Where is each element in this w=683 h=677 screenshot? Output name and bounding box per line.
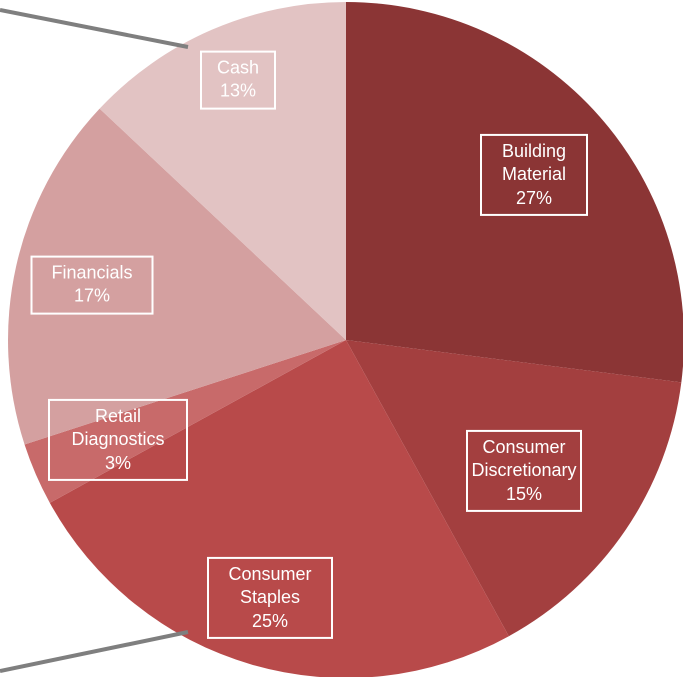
connector-line <box>0 630 189 673</box>
category-label: Consumer Staples <box>228 563 312 608</box>
pie-slice <box>24 340 346 503</box>
pie-slice <box>49 340 509 677</box>
category-label: Financials <box>51 262 133 283</box>
category-label: Building Material <box>501 140 567 185</box>
pie-slice <box>99 2 346 340</box>
value-label: 25% <box>251 610 289 631</box>
pie-slice <box>346 2 683 383</box>
category-label: Consumer Discretionary <box>471 436 577 481</box>
slice-label: Retail Diagnostics 3% <box>48 398 188 482</box>
value-label: 3% <box>104 452 131 473</box>
connector-line <box>0 8 189 49</box>
slice-label: Building Material 27% <box>480 133 588 217</box>
value-label: 27% <box>515 187 553 208</box>
value-label: 15% <box>505 483 543 504</box>
category-label: Retail Diagnostics <box>71 405 165 450</box>
slice-label: Cash 13% <box>200 50 276 110</box>
category-label: Cash <box>216 57 260 78</box>
pie-slice <box>8 108 347 445</box>
slice-label: Consumer Staples 25% <box>207 556 333 640</box>
slice-label: Financials 17% <box>30 255 154 315</box>
value-label: 13% <box>219 81 257 101</box>
pie-slice <box>346 340 682 637</box>
value-label: 17% <box>73 286 111 306</box>
slice-label: Consumer Discretionary 15% <box>466 429 582 513</box>
